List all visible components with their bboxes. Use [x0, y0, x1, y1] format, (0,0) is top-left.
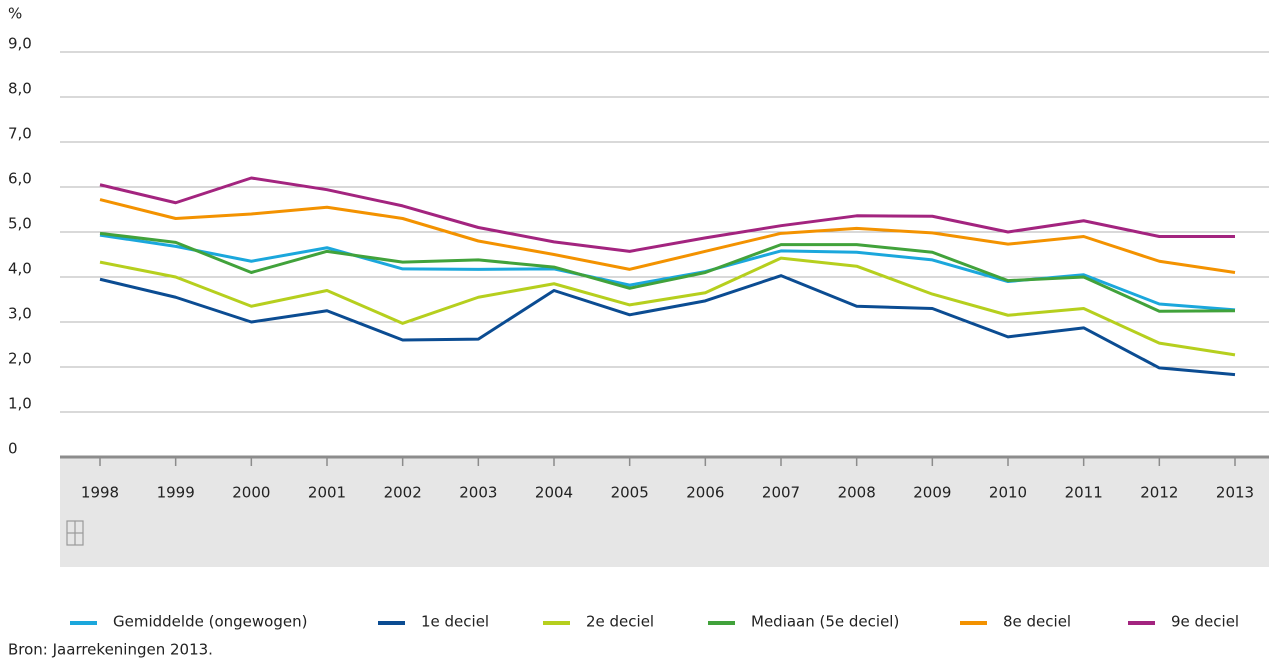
y-axis-label: %: [8, 5, 22, 23]
x-tick-label: 2012: [1140, 484, 1178, 502]
y-tick-label: 9,0: [8, 35, 32, 53]
y-tick-label: 6,0: [8, 170, 32, 188]
source: Bron: Jaarrekeningen 2013.: [8, 641, 213, 659]
x-tick-label: 2013: [1216, 484, 1254, 502]
series-line: [99, 274, 1236, 377]
x-tick-label: 1998: [81, 484, 119, 502]
series-line: [99, 256, 1236, 357]
legend-label: Gemiddelde (ongewogen): [113, 613, 307, 631]
x-tick-label: 2009: [913, 484, 951, 502]
x-tick-label: 2007: [762, 484, 800, 502]
y-tick-label: 2,0: [8, 350, 32, 368]
series-line: [99, 231, 1236, 313]
legend-label: 9e deciel: [1171, 613, 1239, 631]
series-line: [99, 198, 1236, 274]
x-tick-label: 2005: [611, 484, 649, 502]
y-tick-label: 5,0: [8, 215, 32, 233]
y-tick-label: 7,0: [8, 125, 32, 143]
x-tick-label: 2002: [384, 484, 422, 502]
x-tick-label: 2001: [308, 484, 346, 502]
x-tick-label: 2006: [686, 484, 724, 502]
y-tick-label: 4,0: [8, 260, 32, 278]
legend-label: 1e deciel: [421, 613, 489, 631]
x-tick-label: 1999: [157, 484, 195, 502]
x-tick-label: 2010: [989, 484, 1027, 502]
series-line: [99, 176, 1235, 253]
x-tick-label: 2000: [232, 484, 270, 502]
x-tick-label: 2008: [838, 484, 876, 502]
x-tick-label: 2011: [1065, 484, 1103, 502]
logo: [66, 520, 84, 546]
legend-label: Mediaan (5e deciel): [751, 613, 899, 631]
x-tick-label: 2003: [459, 484, 497, 502]
x-tick-label: 2004: [535, 484, 573, 502]
y-tick-label: 1,0: [8, 395, 32, 413]
y-tick-label: 3,0: [8, 305, 32, 323]
legend-label: 8e deciel: [1003, 613, 1071, 631]
y-tick-label: 8,0: [8, 80, 32, 98]
y-tick-label: 0: [8, 440, 18, 458]
legend-label: 2e deciel: [586, 613, 654, 631]
x-axis-band: [60, 457, 1269, 567]
